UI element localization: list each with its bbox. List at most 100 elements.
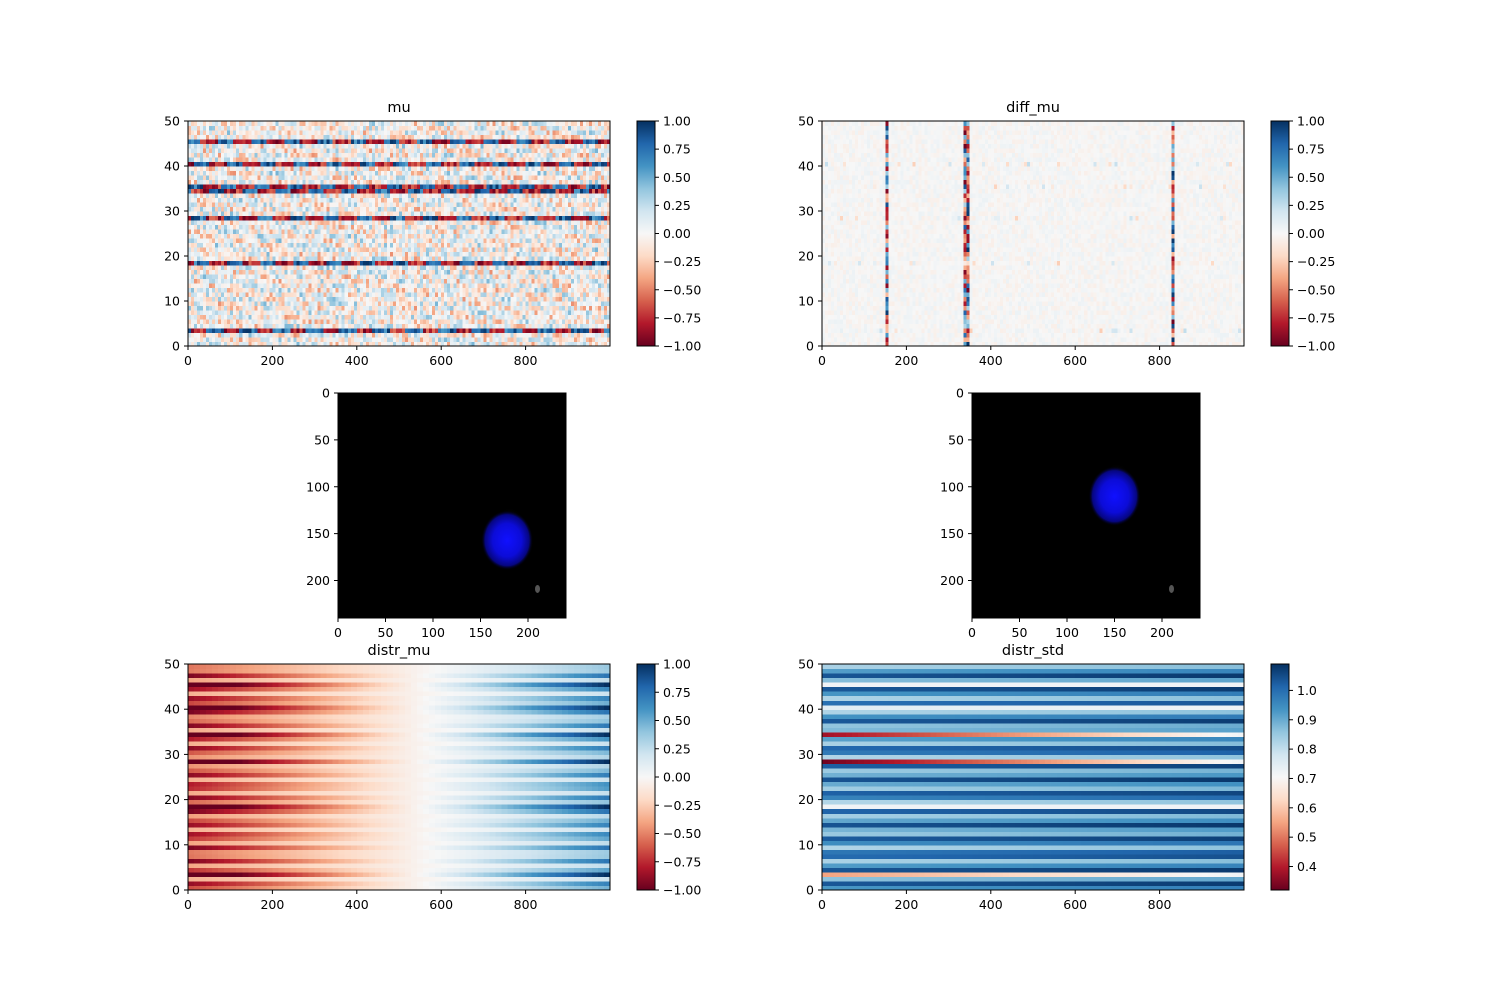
heatmap-cell — [317, 247, 322, 253]
heatmap-cell — [423, 292, 427, 298]
heatmap-cell — [528, 341, 533, 347]
heatmap-cell — [471, 323, 475, 329]
heatmap-cell — [594, 251, 599, 257]
heatmap-cell — [332, 319, 337, 325]
heatmap-cell — [371, 251, 376, 257]
heatmap-cell — [344, 260, 349, 266]
heatmap-cell — [266, 283, 270, 289]
heatmap-cell — [236, 332, 240, 338]
heatmap-cell — [320, 292, 325, 298]
heatmap-cell — [203, 337, 207, 343]
heatmap-cell — [432, 260, 436, 266]
heatmap-cell — [293, 278, 298, 284]
heatmap-cell — [287, 274, 292, 280]
heatmap-cell — [374, 251, 379, 257]
heatmap-cell — [350, 292, 355, 298]
heatmap-cell — [510, 278, 515, 284]
heatmap-cell — [438, 337, 442, 343]
heatmap-cell — [435, 301, 439, 307]
heatmap-cell — [335, 260, 340, 266]
heatmap-cell — [350, 328, 355, 334]
heatmap-cell — [203, 323, 207, 329]
heatmap-cell — [480, 292, 484, 298]
heatmap-cell — [338, 305, 343, 311]
heatmap-cell — [585, 247, 590, 253]
heatmap-cell — [242, 337, 246, 343]
heatmap-cell — [377, 323, 382, 329]
heatmap-cell — [423, 274, 427, 280]
heatmap-cell — [399, 328, 403, 334]
heatmap-cell — [248, 341, 252, 347]
heatmap-cell — [359, 287, 364, 293]
heatmap-cell — [483, 314, 488, 320]
heatmap-cell — [471, 283, 475, 289]
heatmap-cell — [236, 328, 240, 334]
heatmap-cell — [411, 251, 415, 257]
heatmap-cell — [275, 301, 280, 307]
heatmap-cell — [567, 247, 572, 253]
heatmap-cell — [344, 310, 349, 316]
heatmap-cell — [275, 251, 280, 257]
heatmap-cell — [218, 310, 222, 316]
heatmap-cell — [507, 251, 512, 257]
heatmap-cell — [606, 287, 611, 293]
heatmap-cell — [525, 247, 530, 253]
heatmap-cell — [224, 314, 228, 320]
heatmap-cell — [564, 256, 569, 262]
heatmap-cell — [555, 341, 560, 347]
heatmap-cell — [323, 238, 328, 244]
heatmap-cell — [591, 323, 596, 329]
heatmap-cell — [600, 296, 605, 302]
heatmap-cell — [326, 287, 331, 293]
heatmap-cell — [284, 301, 289, 307]
heatmap-cell — [405, 274, 409, 280]
heatmap-cell — [456, 256, 460, 262]
heatmap-cell — [594, 296, 599, 302]
heatmap-cell — [489, 337, 494, 343]
heatmap-cell — [537, 287, 542, 293]
heatmap-cell — [438, 328, 442, 334]
heatmap-cell — [495, 341, 500, 347]
heatmap-cell — [579, 256, 584, 262]
heatmap-cell — [362, 242, 367, 248]
heatmap-cell — [365, 337, 370, 343]
heatmap-cell — [426, 269, 430, 275]
heatmap-cell — [465, 305, 469, 311]
heatmap-cell — [552, 310, 557, 316]
heatmap-cell — [594, 337, 599, 343]
heatmap-cell — [308, 292, 313, 298]
heatmap-cell — [441, 265, 445, 271]
heatmap-cell — [558, 256, 563, 262]
heatmap-cell — [480, 301, 484, 307]
heatmap-cell — [603, 292, 608, 298]
heatmap-cell — [302, 301, 307, 307]
heatmap-cell — [426, 341, 430, 347]
heatmap-cell — [308, 256, 313, 262]
heatmap-cell — [323, 265, 328, 271]
heatmap-cell — [432, 278, 436, 284]
heatmap-cell — [438, 238, 442, 244]
heatmap-cell — [597, 283, 602, 289]
heatmap-cell — [474, 319, 478, 325]
heatmap-cell — [215, 292, 219, 298]
heatmap-cell — [591, 292, 596, 298]
heatmap-cell — [356, 238, 361, 244]
heatmap-cell — [573, 319, 578, 325]
heatmap-cell — [507, 328, 512, 334]
heatmap-cell — [426, 314, 430, 320]
heatmap-cell — [591, 310, 596, 316]
heatmap-cell — [456, 341, 460, 347]
heatmap-cell — [383, 341, 388, 347]
heatmap-cell — [501, 310, 506, 316]
heatmap-cell — [402, 287, 406, 293]
heatmap-cell — [462, 274, 466, 280]
heatmap-cell — [257, 319, 261, 325]
heatmap-cell — [456, 292, 460, 298]
heatmap-cell — [344, 314, 349, 320]
heatmap-cell — [567, 265, 572, 271]
heatmap-cell — [444, 301, 448, 307]
heatmap-cell — [570, 314, 575, 320]
heatmap-cell — [432, 247, 436, 253]
heatmap-cell — [344, 341, 349, 347]
heatmap-cell — [492, 332, 497, 338]
